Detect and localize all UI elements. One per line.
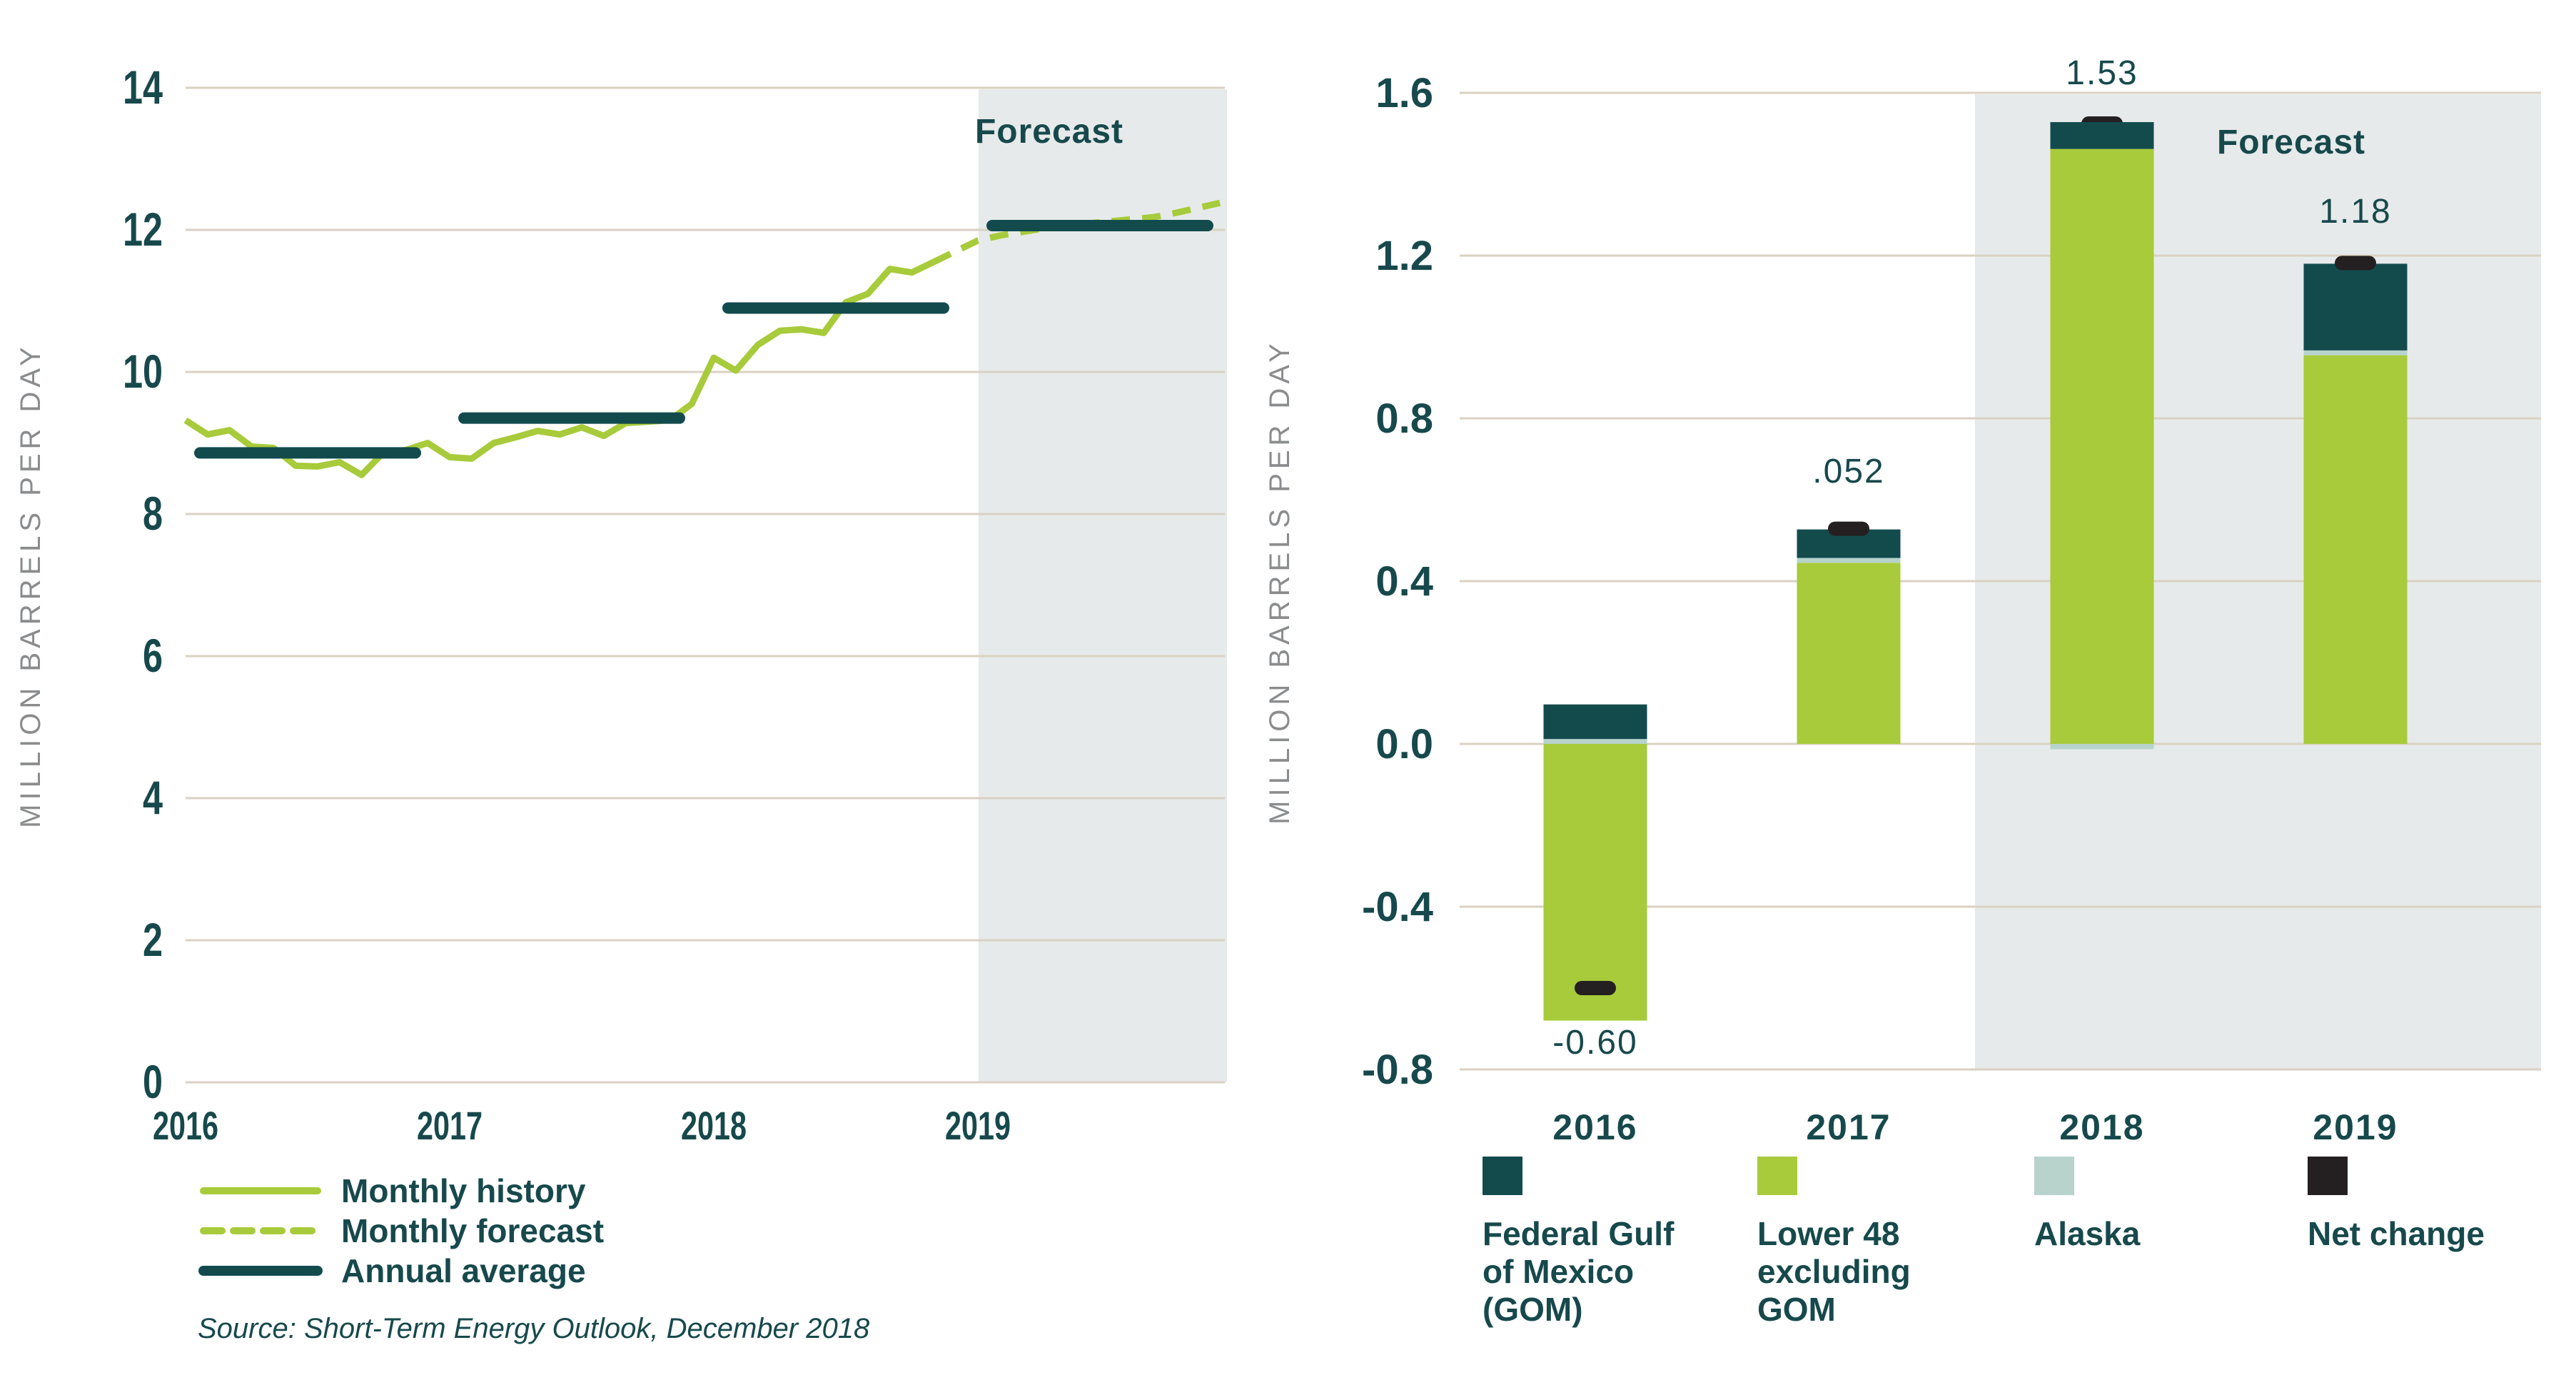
y-tick-label: 4 [143, 771, 163, 824]
net-change-marker [1575, 981, 1616, 995]
legend-label-line: Alaska [2034, 1215, 2141, 1252]
x-tick-label: 2019 [945, 1103, 1011, 1148]
bar-segment-alaska-2016 [1543, 739, 1647, 744]
legend-label-line: Net change [2308, 1215, 2485, 1252]
x-tick-label: 2017 [1806, 1107, 1891, 1147]
y-axis-title: MILLION BARRELS PER DAY [1264, 339, 1295, 825]
bar-segment-alaska-2019 [2303, 350, 2408, 356]
y-tick-label: 10 [123, 345, 163, 398]
legend-label-line: GOM [1757, 1291, 1836, 1328]
bar-value-label: 1.53 [2066, 54, 2138, 92]
legend-swatch [2308, 1157, 2348, 1195]
legend-label-line: of Mexico [1483, 1253, 1634, 1290]
legend-label-line: Lower 48 [1757, 1215, 1899, 1252]
net-change-marker [2335, 256, 2376, 271]
y-tick-label: 1.2 [1375, 233, 1433, 279]
bar-segment-gom-2019 [2303, 263, 2408, 351]
legend-label-line: Federal Gulf [1483, 1215, 1675, 1252]
x-tick-label: 2017 [417, 1103, 483, 1148]
bar-segment-lower48-2017 [1797, 563, 1901, 744]
net-change-marker [1828, 521, 1869, 536]
bar-segment-lower48-2016 [1543, 744, 1647, 1021]
bar-segment-lower48-2019 [2303, 355, 2408, 744]
legend-label-line: excluding [1757, 1253, 1911, 1290]
bar-value-label: 1.18 [2319, 193, 2391, 231]
legend-swatch [2034, 1157, 2074, 1195]
forecast-band [979, 89, 1227, 1082]
monthly-history-line [183, 258, 936, 478]
legend-label: Monthly forecast [341, 1212, 604, 1249]
y-tick-label: 12 [123, 203, 163, 256]
y-tick-label: 2 [143, 913, 163, 966]
y-tick-label: 8 [143, 487, 163, 540]
legend-swatch [1483, 1157, 1522, 1195]
forecast-region-label: Forecast [2217, 124, 2365, 161]
y-tick-label: 6 [143, 629, 163, 682]
y-tick-label: -0.4 [1362, 884, 1433, 930]
y-tick-label: -0.8 [1362, 1047, 1433, 1093]
bar-segment-gom-2016 [1543, 704, 1647, 740]
source-note: Source: Short-Term Energy Outlook, Decem… [198, 1313, 870, 1344]
y-tick-label: 1.6 [1375, 70, 1433, 116]
forecast-region-label: Forecast [975, 113, 1123, 151]
y-tick-label: 0.8 [1375, 396, 1433, 442]
legend-swatch [1757, 1157, 1797, 1195]
bar-value-label: -0.60 [1552, 1024, 1637, 1062]
y-axis-title: MILLION BARRELS PER DAY [15, 343, 46, 828]
bar-segment-gom-2018 [2050, 122, 2154, 149]
legend-label: Monthly history [341, 1172, 586, 1209]
bar-value-label: .052 [1812, 453, 1884, 490]
x-tick-label: 2016 [1552, 1107, 1637, 1147]
x-tick-label: 2018 [681, 1103, 747, 1148]
y-tick-label: 0.4 [1375, 558, 1433, 605]
bar-segment-alaska-2017 [1797, 558, 1901, 563]
x-tick-label: 2018 [2059, 1107, 2144, 1147]
bar-segment-lower48-2018 [2050, 148, 2154, 744]
y-tick-label: 0 [143, 1055, 163, 1108]
bar-segment-alaska-2018 [2050, 744, 2154, 750]
y-tick-label: 14 [123, 61, 163, 114]
legend-label: Annual average [341, 1252, 586, 1289]
x-tick-label: 2016 [153, 1103, 218, 1148]
legend-label-line: (GOM) [1483, 1291, 1583, 1328]
x-tick-label: 2019 [2313, 1107, 2398, 1147]
y-tick-label: 0.0 [1375, 721, 1433, 767]
